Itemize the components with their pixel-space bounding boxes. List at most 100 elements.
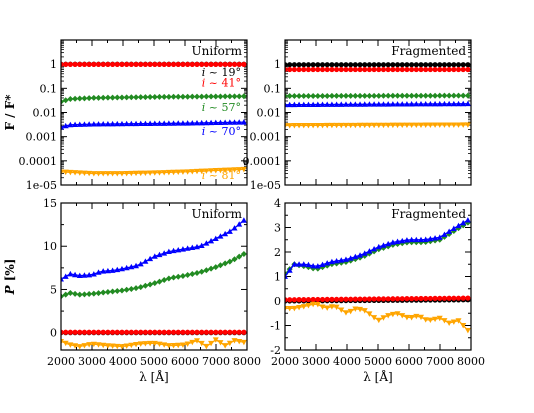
data-point-i41 [208, 61, 214, 67]
data-point-i41 [63, 61, 69, 67]
data-point-i81 [104, 343, 111, 349]
data-point-i81 [133, 170, 140, 177]
data-point-i41 [203, 329, 209, 335]
data-point-i70 [142, 120, 149, 127]
data-point-i81 [357, 122, 364, 129]
data-point-i70 [399, 101, 406, 107]
data-point-i81 [338, 122, 345, 129]
data-point-i57 [161, 93, 168, 100]
data-point-i81 [347, 122, 354, 129]
data-point-i19 [366, 62, 373, 68]
panel-annotation: Fragmented [391, 44, 466, 58]
data-point-i57 [371, 92, 378, 99]
data-point-i41 [362, 296, 368, 302]
data-point-i57 [61, 98, 64, 105]
data-point-i41 [301, 297, 307, 303]
data-point-i70 [371, 101, 378, 107]
data-point-i41 [231, 61, 238, 67]
data-point-i81 [231, 338, 238, 344]
data-point-i70 [100, 121, 107, 127]
data-point-i41 [217, 329, 224, 335]
data-point-i41 [348, 296, 354, 302]
data-point-i57 [100, 289, 107, 296]
data-point-i41 [338, 296, 344, 302]
data-point-i70 [441, 231, 448, 237]
data-point-i41 [241, 329, 247, 335]
data-point-i70 [371, 245, 378, 252]
data-point-i41 [175, 329, 181, 335]
series-line-i70 [61, 121, 244, 128]
data-point-i70 [137, 261, 144, 267]
data-point-i41 [409, 296, 415, 302]
data-point-i81 [413, 313, 420, 320]
data-point-i41 [343, 66, 349, 73]
data-point-i57 [175, 93, 182, 100]
data-point-i57 [380, 92, 387, 99]
data-point-i70 [446, 228, 453, 234]
data-point-i41 [138, 61, 144, 67]
data-point-i57 [236, 93, 243, 100]
data-point-i57 [179, 272, 186, 279]
data-point-i41 [451, 295, 457, 301]
data-point-i41 [333, 66, 340, 73]
data-point-i41 [423, 66, 429, 73]
data-point-i57 [128, 94, 135, 101]
data-point-i41 [180, 329, 186, 335]
data-point-i81 [333, 304, 340, 311]
data-point-i57 [399, 92, 406, 99]
y-axis-label: P [%] [3, 259, 17, 296]
data-point-i41 [213, 329, 219, 335]
data-point-i81 [291, 305, 298, 312]
data-point-i41 [446, 66, 452, 73]
data-point-i57 [137, 94, 144, 101]
data-point-i81 [285, 305, 288, 312]
data-point-i70 [389, 101, 396, 107]
data-point-i41 [105, 61, 111, 67]
data-point-i81 [296, 305, 303, 311]
data-point-i41 [315, 66, 321, 73]
data-point-i41 [291, 66, 297, 73]
data-point-i81 [399, 313, 406, 319]
series-label-i57: i ~ 57° [202, 101, 241, 114]
data-point-i70 [217, 233, 224, 239]
data-point-i41 [241, 61, 247, 67]
data-point-i81 [137, 170, 144, 177]
data-point-i70 [231, 225, 238, 231]
data-point-i70 [460, 219, 467, 226]
data-point-i70 [156, 251, 163, 258]
x-tick-label: 2000 [271, 355, 299, 368]
data-point-i81 [460, 323, 467, 329]
series-line-i81 [285, 124, 468, 127]
data-point-i81 [189, 169, 196, 175]
data-point-i41 [455, 66, 462, 73]
data-point-i81 [394, 122, 401, 129]
x-tick-label: 2000 [47, 355, 75, 368]
data-point-i19 [285, 62, 288, 68]
data-point-i81 [208, 340, 215, 347]
data-point-i81 [333, 122, 340, 129]
data-point-i41 [124, 61, 130, 67]
data-point-i81 [385, 122, 392, 129]
data-point-i81 [86, 170, 93, 177]
data-point-i41 [61, 61, 64, 67]
data-point-i70 [123, 264, 130, 271]
data-point-i81 [222, 167, 229, 174]
data-point-i41 [67, 329, 73, 335]
data-point-i41 [91, 329, 97, 335]
data-point-i57 [231, 93, 238, 100]
data-point-i19 [390, 62, 396, 68]
y-tick-label: 0 [50, 327, 57, 340]
data-point-i41 [208, 329, 214, 335]
data-point-i41 [72, 61, 78, 67]
data-point-i70 [441, 100, 448, 107]
data-point-i41 [427, 295, 433, 302]
data-point-i57 [170, 274, 177, 281]
data-point-i81 [285, 123, 288, 129]
data-point-i57 [357, 92, 364, 99]
data-point-i57 [147, 94, 154, 101]
data-point-i57 [95, 94, 102, 101]
data-point-i41 [460, 295, 466, 301]
data-point-i81 [175, 342, 182, 349]
data-point-i70 [67, 270, 74, 277]
polarization-fragmented-panel: 2000 3000 4000 5000 6000 7000 8000 -2 -1 0 1 2 3 4 Fra… [270, 197, 485, 384]
